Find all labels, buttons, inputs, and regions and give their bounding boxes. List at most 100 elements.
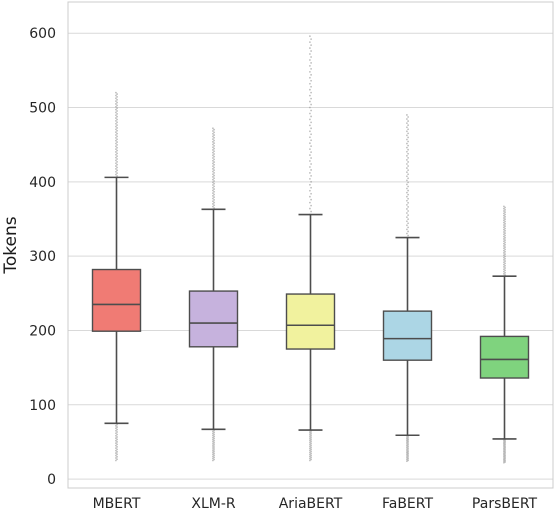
outlier-point (310, 432, 312, 434)
box-mbert (91, 91, 142, 462)
outlier-point (310, 444, 312, 447)
outlier-point (213, 439, 216, 442)
outlier-point (310, 145, 312, 148)
outlier-point (310, 174, 312, 177)
outlier-point (212, 159, 214, 162)
outlier-point (115, 457, 117, 459)
outlier-point (115, 139, 117, 142)
outlier-point (213, 188, 216, 190)
outlier-point (116, 141, 118, 143)
outlier-point (115, 165, 117, 167)
outlier-point (504, 250, 506, 253)
outlier-point (309, 433, 311, 435)
outlier-point (407, 226, 409, 229)
outlier-point (309, 435, 311, 438)
outlier-point (407, 136, 409, 139)
outlier-point (407, 218, 409, 221)
outlier-point (309, 76, 311, 79)
outlier-point (213, 454, 216, 457)
outlier-point (406, 126, 408, 129)
y-tick-label-200: 200 (29, 323, 56, 339)
outlier-point (213, 182, 216, 185)
outlier-point (406, 163, 408, 165)
y-tick-label-300: 300 (29, 249, 56, 265)
outlier-point (213, 174, 216, 177)
outlier-point (115, 452, 117, 454)
outlier-point (406, 167, 408, 169)
outlier-point (115, 447, 117, 450)
outlier-point (116, 172, 118, 175)
outlier-point (212, 451, 214, 454)
outlier-point (504, 241, 506, 244)
outlier-point (116, 166, 118, 169)
outlier-point (309, 59, 311, 61)
y-tick-label-0: 0 (47, 472, 56, 488)
outlier-point (407, 140, 409, 143)
outlier-point (503, 245, 505, 247)
outlier-point (212, 173, 214, 176)
outlier-point (115, 103, 117, 105)
outlier-point (310, 121, 312, 124)
outlier-point (115, 439, 117, 442)
outlier-point (212, 449, 214, 452)
outlier-point (116, 453, 118, 456)
outlier-point (212, 149, 214, 151)
iqr-box-ariabert (285, 293, 336, 350)
outlier-point (116, 438, 118, 441)
outlier-point (310, 91, 312, 94)
outlier-point (406, 187, 408, 190)
outlier-point (115, 153, 117, 156)
outlier-point (504, 213, 506, 216)
outlier-point (309, 437, 311, 440)
outlier-point (310, 151, 312, 154)
outlier-point (212, 146, 214, 149)
outlier-point (115, 170, 117, 173)
outlier-point (212, 165, 214, 168)
outlier-point (116, 101, 118, 104)
outlier-point (310, 38, 312, 41)
iqr-box-fabert (382, 310, 433, 361)
outlier-point (309, 172, 311, 174)
outlier-point (503, 263, 505, 266)
y-tick-label-400: 400 (29, 175, 56, 191)
outlier-point (503, 226, 505, 229)
outlier-point (213, 155, 216, 158)
outlier-point (115, 94, 117, 97)
outlier-point (407, 120, 409, 122)
outlier-point (407, 222, 409, 225)
outlier-point (310, 186, 312, 189)
box-fabert (382, 114, 433, 463)
outlier-point (406, 212, 408, 214)
outlier-point (116, 104, 118, 107)
outlier-point (503, 240, 505, 243)
outlier-point (503, 233, 505, 236)
outlier-point (504, 227, 506, 230)
outlier-point (116, 436, 118, 438)
outlier-point (115, 145, 117, 148)
outlier-point (406, 118, 408, 120)
outlier-point (213, 452, 216, 455)
outliers-xlm-r (212, 127, 216, 462)
outlier-point (503, 219, 505, 222)
outlier-point (116, 169, 118, 172)
outlier-point (309, 441, 311, 444)
outlier-point (212, 459, 214, 462)
outlier-point (310, 446, 312, 449)
outlier-point (116, 448, 118, 451)
y-tick-labels: 0 100 200 300 400 500 600 (29, 26, 56, 488)
outlier-point (503, 249, 505, 252)
outlier-point (406, 208, 408, 210)
outlier-point (309, 47, 311, 49)
outlier-point (407, 201, 409, 204)
outlier-point (116, 144, 118, 146)
plot-frame (67, 1, 554, 489)
outlier-point (310, 115, 312, 118)
outlier-point (213, 128, 216, 131)
outlier-point (503, 231, 505, 233)
outlier-point (309, 94, 311, 97)
outlier-point (116, 455, 118, 458)
outlier-point (309, 201, 311, 204)
outlier-point (504, 271, 506, 274)
outlier-point (310, 452, 312, 455)
outlier-point (115, 142, 117, 145)
